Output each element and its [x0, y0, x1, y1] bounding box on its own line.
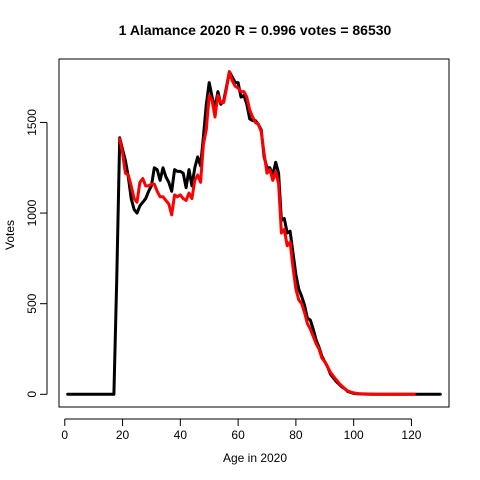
y-tick-label: 0 [25, 391, 39, 398]
x-tick-label: 60 [231, 428, 245, 442]
x-axis-label: Age in 2020 [223, 451, 287, 465]
y-tick-label: 1500 [25, 109, 39, 136]
x-tick-label: 40 [174, 428, 188, 442]
y-tick-label: 1000 [25, 199, 39, 226]
x-axis: 0 20 40 60 80 100 120 [61, 418, 422, 442]
y-tick-label: 500 [25, 293, 39, 313]
plot-frame [58, 58, 450, 408]
x-tick-label: 20 [116, 428, 130, 442]
x-tick-label: 0 [61, 428, 68, 442]
x-tick-label: 100 [344, 428, 364, 442]
series-layer [66, 70, 442, 396]
x-tick-label: 80 [289, 428, 303, 442]
chart-title: 1 Alamance 2020 R = 0.996 votes = 86530 [119, 22, 392, 38]
series-line-2 [118, 70, 416, 396]
x-tick-label: 120 [401, 428, 421, 442]
y-axis: 0 500 1000 1500 [25, 109, 48, 398]
y-axis-label: Votes [3, 220, 17, 250]
